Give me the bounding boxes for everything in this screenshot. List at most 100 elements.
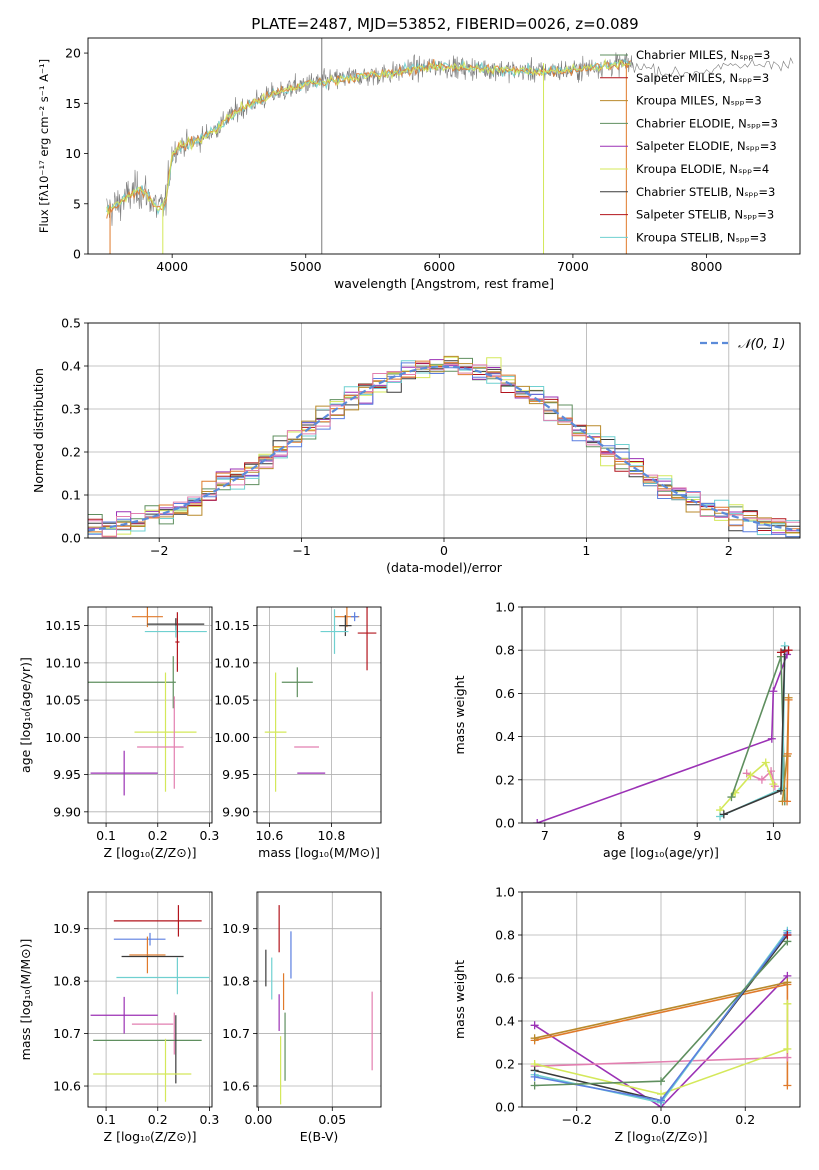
x-tick-label: 1 — [582, 543, 590, 558]
legend-entry: Chabrier ELODIE, Nₛₚₚ=3 — [636, 116, 778, 130]
x-tick-label: −0.2 — [562, 1112, 592, 1127]
weight-line — [534, 1056, 788, 1067]
y-tick-label: 0.4 — [61, 359, 81, 374]
legend-entry: Kroupa STELIB, Nₛₚₚ=3 — [636, 230, 767, 244]
legend-entry: Chabrier MILES, Nₛₚₚ=3 — [636, 48, 770, 62]
weight-marker — [533, 819, 542, 823]
x-axis-label: (data-model)/error — [386, 560, 503, 575]
panel-age_vs_mass: 10.6 10.8 9.90 9.95 10.00 10.05 10.10 10.15 mass… — [214, 606, 382, 860]
x-tick-label: −1 — [292, 543, 310, 558]
y-tick-label: 0.6 — [495, 686, 515, 701]
plot-frame — [87, 606, 213, 824]
y-axis-label: age [log₁₀(age/yr)] — [18, 657, 33, 773]
panel-age_vs_Z: 0.1 0.2 0.3 9.90 9.95 10.00 10.05 10.10 10.15 Z [… — [18, 606, 219, 860]
y-tick-label: 10 — [65, 146, 81, 161]
y-tick-label: 0.5 — [61, 316, 81, 331]
plot-area-spectrum — [106, 38, 794, 254]
legend-entry: Kroupa MILES, Nₛₚₚ=3 — [636, 94, 762, 108]
plot-frame — [87, 891, 213, 1108]
y-axis-label: mass weight — [452, 960, 467, 1039]
y-tick-label: 0.4 — [495, 1014, 515, 1029]
y-tick-label: 10.8 — [222, 974, 250, 989]
y-tick-label: 9.95 — [222, 767, 250, 782]
x-tick-label: 8000 — [691, 259, 723, 274]
legend-entry: Salpeter STELIB, Nₛₚₚ=3 — [636, 208, 774, 222]
x-tick-label: −2 — [150, 543, 168, 558]
plot-frame — [521, 891, 801, 1108]
y-tick-label: 10.8 — [53, 974, 81, 989]
y-tick-label: 0.3 — [61, 402, 81, 417]
y-tick-label: 0.4 — [495, 729, 515, 744]
model-spectrum-trace — [106, 58, 632, 215]
legend-entry: Salpeter MILES, Nₛₚₚ=3 — [636, 71, 769, 85]
y-tick-label: 9.95 — [53, 767, 81, 782]
x-axis-label: wavelength [Angstrom, rest frame] — [334, 276, 554, 291]
plot-area-mass_vs_ebv — [265, 905, 373, 1105]
x-tick-label: 6000 — [423, 259, 455, 274]
y-tick-label: 10.6 — [222, 1079, 250, 1094]
plot-area-mass_vs_Z — [90, 905, 210, 1102]
y-axis-label: mass weight — [452, 675, 467, 754]
y-tick-label: 10.15 — [45, 618, 81, 633]
y-tick-label: 0.2 — [495, 772, 515, 787]
y-tick-label: 15 — [65, 96, 81, 111]
plot-area-weight_vs_Z — [530, 926, 792, 1107]
plot-frame — [87, 37, 801, 255]
x-axis-label: E(B-V) — [300, 1129, 339, 1144]
y-tick-label: 1.0 — [495, 885, 515, 900]
y-tick-label: 10.7 — [53, 1026, 81, 1041]
y-tick-label: 10.00 — [214, 730, 250, 745]
y-tick-label: 5 — [73, 196, 81, 211]
y-tick-label: 10.00 — [45, 730, 81, 745]
weight-marker — [530, 1081, 539, 1090]
x-tick-label: 0.2 — [148, 1112, 168, 1127]
weight-marker — [783, 749, 792, 758]
weight-marker — [767, 734, 776, 743]
x-axis-label: Z [log₁₀(Z/Z⊙)] — [615, 1129, 708, 1144]
legend-entry: Chabrier STELIB, Nₛₚₚ=3 — [636, 185, 775, 199]
y-tick-label: 0.0 — [495, 816, 515, 831]
x-tick-label: 9 — [693, 828, 701, 843]
weight-marker — [769, 687, 778, 696]
y-tick-label: 0.2 — [495, 1057, 515, 1072]
weight-marker — [769, 780, 778, 789]
weight-marker — [784, 695, 793, 704]
weight-marker — [746, 771, 755, 780]
x-tick-label: 0.2 — [735, 1112, 755, 1127]
weight-marker — [530, 1072, 539, 1081]
y-tick-label: 20 — [65, 46, 81, 61]
x-tick-label: 10 — [765, 828, 781, 843]
y-tick-label: 0.0 — [61, 531, 81, 546]
x-axis-label: age [log₁₀(age/yr)] — [603, 845, 719, 860]
x-tick-label: 0.0 — [651, 1112, 671, 1127]
plot-area-weight_vs_age — [533, 641, 793, 823]
weight-marker — [783, 1081, 792, 1090]
x-tick-label: 0.2 — [148, 828, 168, 843]
x-tick-label: 0.3 — [199, 828, 219, 843]
legend-entry: 𝒩(0, 1) — [738, 337, 785, 352]
y-tick-label: 10.6 — [53, 1079, 81, 1094]
y-tick-label: 10.05 — [45, 693, 81, 708]
plot-frame — [87, 322, 801, 539]
x-axis-label: mass [log₁₀(M/M⊙)] — [258, 845, 380, 860]
x-tick-label: 7 — [541, 828, 549, 843]
spectrum-legend: Chabrier MILES, Nₛₚₚ=3 Salpeter MILES, Nₛ… — [600, 48, 778, 244]
panel-weight_vs_Z: −0.2 0.0 0.2 0.0 0.2 0.4 0.6 0.8 1.0 Z [log₁₀(Z/Z… — [452, 885, 801, 1144]
figure-title: PLATE=2487, MJD=53852, FIBERID=0026, z=0… — [251, 15, 638, 33]
x-tick-label: 0 — [440, 543, 448, 558]
panel-residuals: −2 −1 0 1 2 0.0 0.1 0.2 0.3 0.4 0.5 (data-model)/er… — [31, 316, 801, 575]
model-spectrum-trace — [106, 59, 632, 219]
weight-marker — [757, 775, 766, 784]
weight-marker — [530, 1034, 539, 1043]
weight-marker — [783, 1053, 792, 1062]
weight-line — [534, 975, 788, 1107]
y-tick-label: 1.0 — [495, 600, 515, 615]
y-tick-label: 9.90 — [222, 804, 250, 819]
y-tick-label: 10.10 — [45, 655, 81, 670]
y-axis-label: Flux [fλ10⁻¹⁷ erg cm⁻² s⁻¹ A⁻¹] — [37, 59, 51, 233]
weight-line — [746, 769, 776, 787]
x-tick-label: 2 — [725, 543, 733, 558]
x-tick-label: 7000 — [557, 259, 589, 274]
